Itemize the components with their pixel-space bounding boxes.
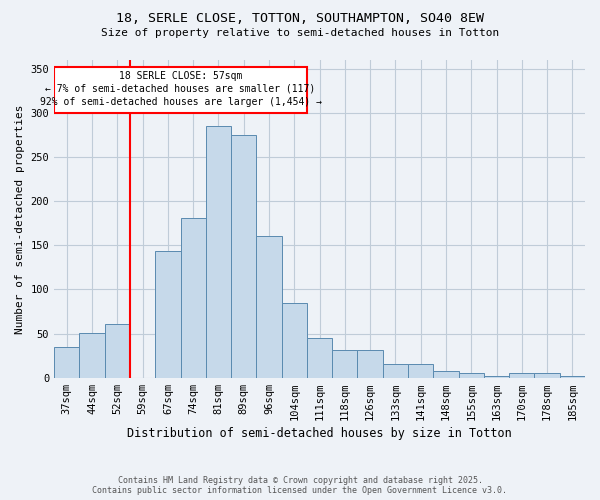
Text: 18, SERLE CLOSE, TOTTON, SOUTHAMPTON, SO40 8EW: 18, SERLE CLOSE, TOTTON, SOUTHAMPTON, SO… <box>116 12 484 26</box>
Bar <box>560 376 585 378</box>
Bar <box>509 374 535 378</box>
Bar <box>307 338 332 378</box>
Bar <box>231 135 256 378</box>
Text: Contains HM Land Registry data © Crown copyright and database right 2025.
Contai: Contains HM Land Registry data © Crown c… <box>92 476 508 495</box>
Bar <box>358 350 383 378</box>
Bar <box>54 347 79 378</box>
Bar <box>332 350 358 378</box>
Bar <box>281 302 307 378</box>
Bar <box>383 364 408 378</box>
Text: 92% of semi-detached houses are larger (1,454) →: 92% of semi-detached houses are larger (… <box>40 97 322 107</box>
Bar <box>433 370 458 378</box>
Bar <box>256 236 281 378</box>
Bar <box>181 218 206 378</box>
Y-axis label: Number of semi-detached properties: Number of semi-detached properties <box>15 104 25 334</box>
FancyBboxPatch shape <box>54 67 307 113</box>
Bar <box>206 126 231 378</box>
X-axis label: Distribution of semi-detached houses by size in Totton: Distribution of semi-detached houses by … <box>127 427 512 440</box>
Bar <box>535 374 560 378</box>
Bar <box>79 332 105 378</box>
Text: Size of property relative to semi-detached houses in Totton: Size of property relative to semi-detach… <box>101 28 499 38</box>
Bar <box>484 376 509 378</box>
Bar <box>408 364 433 378</box>
Text: 18 SERLE CLOSE: 57sqm: 18 SERLE CLOSE: 57sqm <box>119 70 242 81</box>
Text: ← 7% of semi-detached houses are smaller (117): ← 7% of semi-detached houses are smaller… <box>46 84 316 94</box>
Bar <box>458 374 484 378</box>
Bar <box>105 324 130 378</box>
Bar <box>155 250 181 378</box>
